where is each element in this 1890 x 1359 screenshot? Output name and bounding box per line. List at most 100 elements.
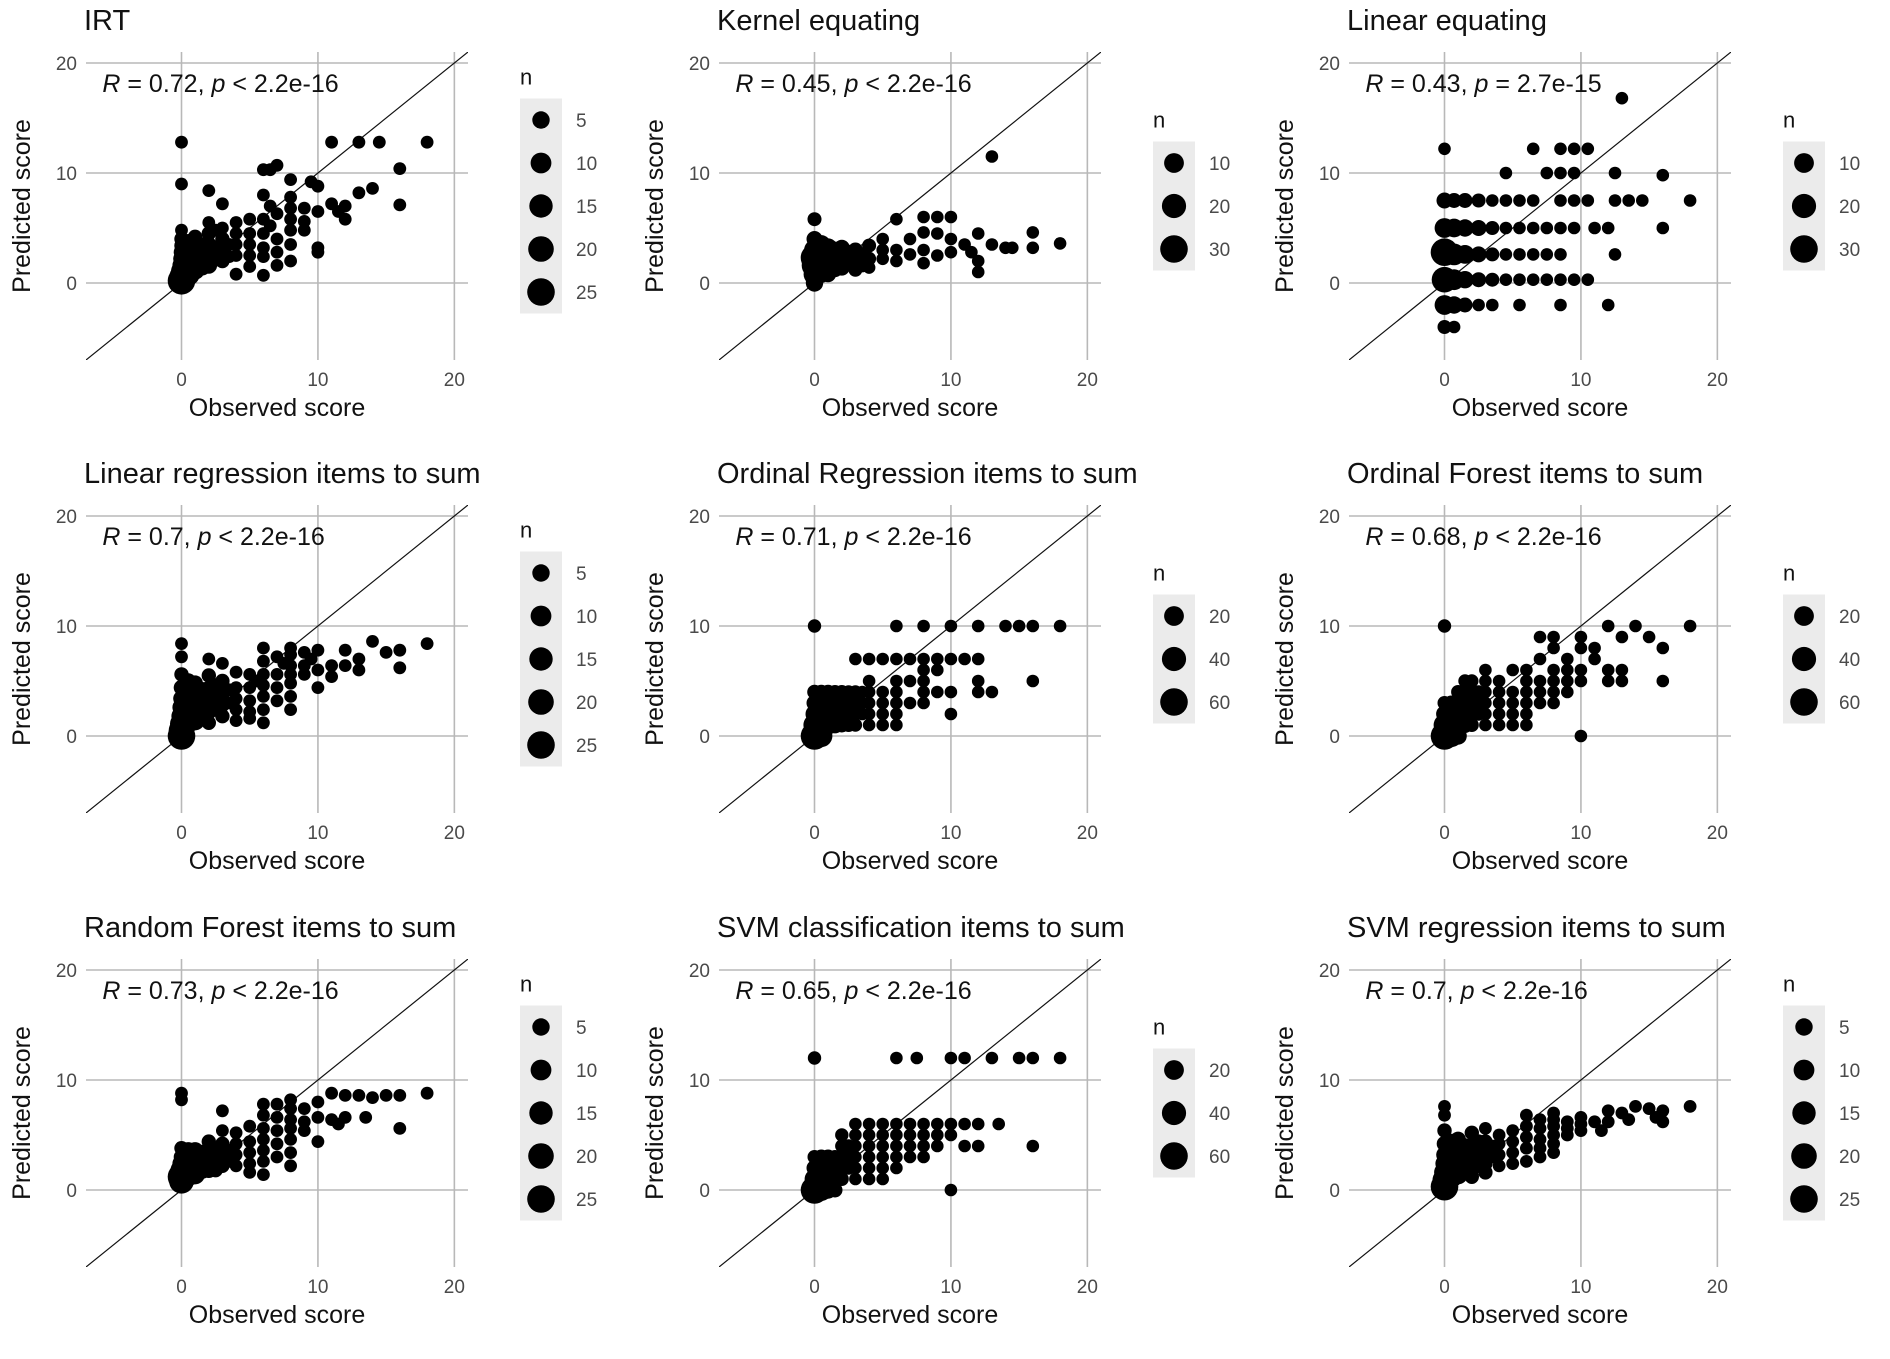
r-value: = 0.7,: [1383, 977, 1460, 1005]
scatter-panel: SVM regression items to sum 0 10 20 0 10 20 Obs…: [1271, 912, 1860, 1329]
identity-line: [719, 52, 1101, 360]
data-point: [849, 1117, 862, 1131]
data-point: [862, 718, 876, 732]
data-point: [229, 1148, 243, 1162]
legend-label: 20: [576, 693, 597, 714]
data-point: [297, 668, 311, 681]
data-point: [890, 707, 903, 721]
data-point: [311, 245, 325, 259]
data-point: [1540, 248, 1554, 261]
data-point: [284, 212, 297, 226]
data-point: [1492, 1148, 1506, 1162]
identity-line: [86, 52, 468, 360]
y-tick-label: 20: [56, 961, 77, 982]
data-point: [359, 1111, 373, 1124]
data-point: [1533, 1113, 1547, 1126]
x-axis-label: Observed score: [822, 847, 998, 875]
x-tick-label: 20: [444, 823, 465, 844]
r-value: = 0.43,: [1383, 70, 1474, 98]
data-point: [1479, 718, 1492, 732]
scatter-panel: Ordinal Regression items to sum 0 10 20 0 10 2…: [641, 458, 1230, 875]
data-point: [1520, 1155, 1533, 1168]
r-symbol: R: [102, 977, 120, 1005]
legend-key-dot: [1790, 688, 1818, 716]
legend-label: 20: [576, 240, 597, 261]
r-value: = 0.71,: [753, 523, 844, 551]
legend-title: n: [1153, 108, 1165, 133]
data-point: [807, 1051, 822, 1065]
data-point: [944, 245, 958, 259]
scatter-panel: Kernel equating 0 10 20 0 10 20 Observed score P…: [641, 5, 1230, 422]
legend-label: 30: [1839, 240, 1860, 261]
data-point: [917, 256, 930, 270]
data-point: [985, 238, 999, 251]
legend-key-dot: [528, 1143, 554, 1169]
r-symbol: R: [1365, 977, 1383, 1005]
data-point: [931, 1139, 944, 1153]
data-point: [944, 707, 958, 721]
data-point: [1457, 193, 1473, 208]
legend-title: n: [1783, 561, 1795, 586]
data-point: [876, 1172, 889, 1186]
data-point: [944, 232, 958, 246]
data-point: [229, 681, 243, 694]
p-value: < 2.2e-16: [211, 523, 324, 551]
y-tick-label: 10: [689, 1071, 710, 1092]
legend-label: 10: [1839, 154, 1860, 175]
data-point: [229, 227, 243, 240]
data-point: [1547, 685, 1560, 699]
legend-key-dot: [1160, 688, 1188, 716]
legend-title: n: [1153, 1015, 1165, 1040]
data-point: [958, 1139, 971, 1153]
data-point: [297, 1124, 311, 1137]
r-symbol: R: [735, 70, 753, 98]
data-point: [1567, 142, 1581, 156]
legend-title: n: [1783, 972, 1795, 997]
data-point: [229, 249, 243, 262]
gridlines: [86, 959, 468, 1267]
p-value: < 2.2e-16: [858, 977, 971, 1005]
data-point: [876, 1117, 889, 1131]
x-tick-label: 0: [1439, 1277, 1450, 1298]
data-point: [1464, 718, 1479, 732]
x-tick-label: 20: [1077, 1277, 1098, 1298]
data-point: [1683, 1100, 1697, 1113]
data-point: [944, 1183, 958, 1197]
data-point: [1437, 619, 1452, 633]
data-point: [284, 1093, 297, 1107]
data-point: [1446, 193, 1462, 208]
data-point: [1526, 142, 1540, 156]
data-point: [229, 703, 243, 716]
data-point: [202, 652, 216, 666]
legend-title: n: [520, 518, 532, 543]
data-point: [1601, 221, 1615, 235]
data-point: [931, 652, 944, 666]
correlation-annotation: R = 0.68, p < 2.2e-16: [1365, 523, 1601, 551]
correlation-annotation: R = 0.7, p < 2.2e-16: [1365, 977, 1587, 1005]
data-point: [229, 1159, 243, 1173]
data-point: [862, 1128, 876, 1142]
data-point: [971, 1117, 985, 1131]
legend-key-dot: [1161, 646, 1187, 672]
data-point: [284, 190, 297, 204]
data-point: [243, 1146, 257, 1159]
data-point: [1456, 219, 1474, 237]
data-point: [1615, 630, 1629, 644]
x-tick-label: 20: [1077, 823, 1098, 844]
data-point: [1574, 729, 1588, 743]
legend-label: 5: [576, 111, 587, 132]
data-point: [1581, 273, 1595, 287]
x-tick-label: 20: [444, 1277, 465, 1298]
r-symbol: R: [735, 977, 753, 1005]
panel-title: Ordinal Forest items to sum: [1347, 458, 1703, 490]
legend-label: 10: [576, 607, 597, 628]
data-point: [1520, 1108, 1533, 1122]
data-point: [257, 188, 270, 202]
data-point: [1438, 1100, 1451, 1113]
data-point: [835, 1128, 849, 1142]
data-point: [862, 261, 876, 274]
x-tick-label: 10: [307, 370, 328, 391]
data-point: [1656, 674, 1670, 688]
x-axis-label: Observed score: [1452, 394, 1628, 422]
data-point: [215, 709, 230, 724]
